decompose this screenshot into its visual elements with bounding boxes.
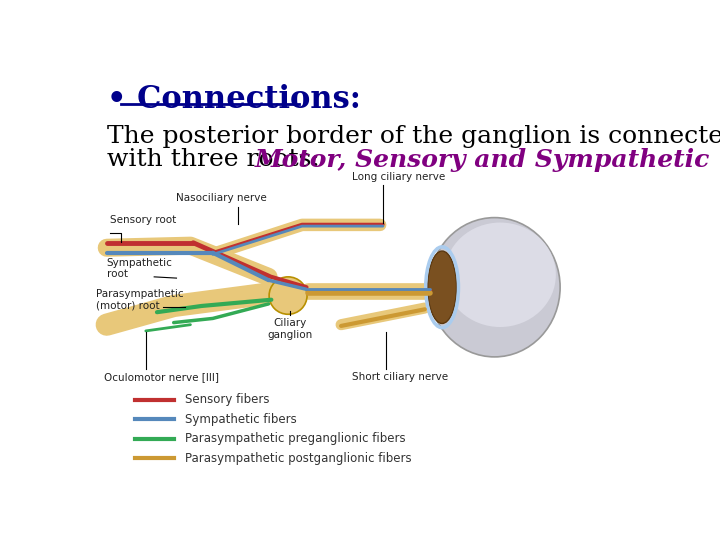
Text: Parasympathetic postganglionic fibers: Parasympathetic postganglionic fibers — [185, 451, 412, 464]
Text: Parasympathetic
(motor) root: Parasympathetic (motor) root — [96, 289, 183, 310]
Text: with three roots:: with three roots: — [107, 148, 328, 171]
Text: The posterior border of the ganglion is connected: The posterior border of the ganglion is … — [107, 125, 720, 148]
Ellipse shape — [444, 222, 556, 327]
Ellipse shape — [269, 277, 307, 314]
Text: Nasociliary nerve: Nasociliary nerve — [176, 193, 267, 203]
Text: Ciliary
ganglion: Ciliary ganglion — [267, 319, 312, 340]
Text: Long ciliary nerve: Long ciliary nerve — [352, 172, 446, 182]
Text: Oculomotor nerve [III]: Oculomotor nerve [III] — [104, 373, 219, 382]
Text: • Connections:: • Connections: — [107, 84, 361, 114]
Text: Short ciliary nerve: Short ciliary nerve — [352, 373, 449, 382]
Text: Sympathetic fibers: Sympathetic fibers — [185, 413, 297, 426]
Text: Parasympathetic preganglionic fibers: Parasympathetic preganglionic fibers — [185, 432, 405, 445]
Ellipse shape — [428, 251, 456, 323]
Text: Sensory fibers: Sensory fibers — [185, 393, 269, 406]
Text: Sensory root: Sensory root — [109, 215, 176, 225]
Text: Sympathetic
root: Sympathetic root — [107, 258, 173, 279]
Text: Motor, Sensory and Sympathetic: Motor, Sensory and Sympathetic — [255, 148, 710, 172]
Ellipse shape — [429, 218, 560, 357]
